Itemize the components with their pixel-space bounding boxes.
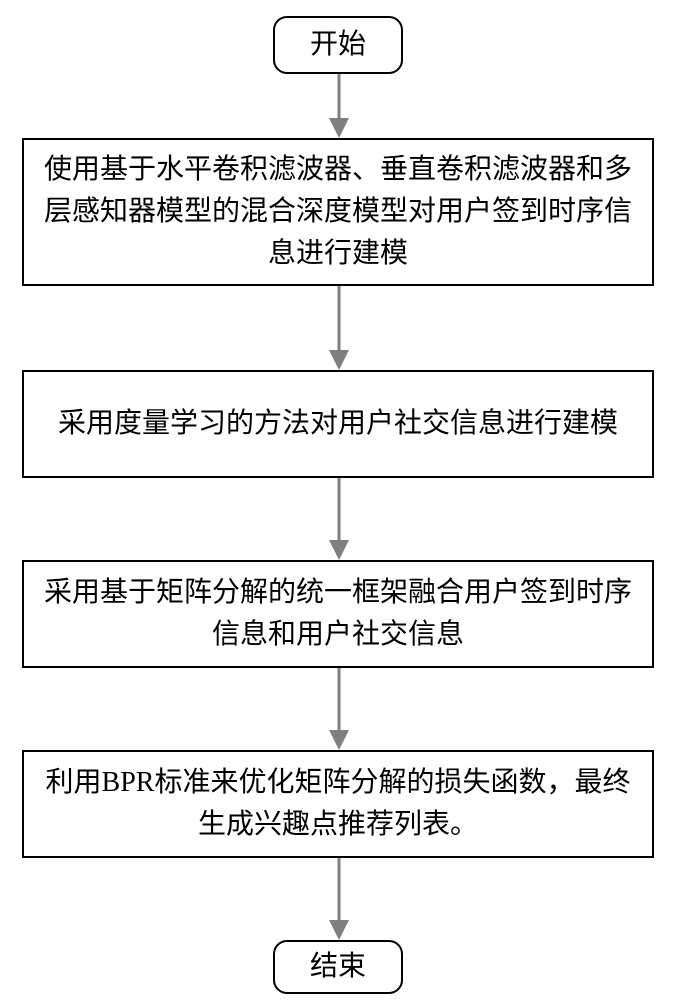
flow-arrow-4 (327, 668, 351, 750)
flow-step-4-label: 利用BPR标准来优化矩阵分解的损失函数，最终生成兴趣点推荐列表。 (24, 756, 652, 852)
flow-step-4: 利用BPR标准来优化矩阵分解的损失函数，最终生成兴趣点推荐列表。 (22, 750, 654, 858)
flow-start: 开始 (273, 16, 403, 74)
flow-start-label: 开始 (300, 18, 376, 72)
flow-step-1-label: 使用基于水平卷积滤波器、垂直卷积滤波器和多层感知器模型的混合深度模型对用户签到时… (24, 143, 652, 281)
flow-arrow-3 (327, 478, 351, 560)
flow-arrow-5 (327, 858, 351, 940)
flow-end: 结束 (273, 940, 403, 994)
flow-step-3-label: 采用基于矩阵分解的统一框架融合用户签到时序信息和用户社交信息 (24, 566, 652, 662)
flow-arrow-1 (327, 74, 351, 138)
flow-step-1: 使用基于水平卷积滤波器、垂直卷积滤波器和多层感知器模型的混合深度模型对用户签到时… (22, 138, 654, 286)
flow-step-3: 采用基于矩阵分解的统一框架融合用户签到时序信息和用户社交信息 (22, 560, 654, 668)
flow-arrow-2 (327, 286, 351, 370)
flow-step-2-label: 采用度量学习的方法对用户社交信息进行建模 (48, 397, 628, 451)
flow-step-2: 采用度量学习的方法对用户社交信息进行建模 (22, 370, 654, 478)
flow-end-label: 结束 (300, 940, 376, 994)
